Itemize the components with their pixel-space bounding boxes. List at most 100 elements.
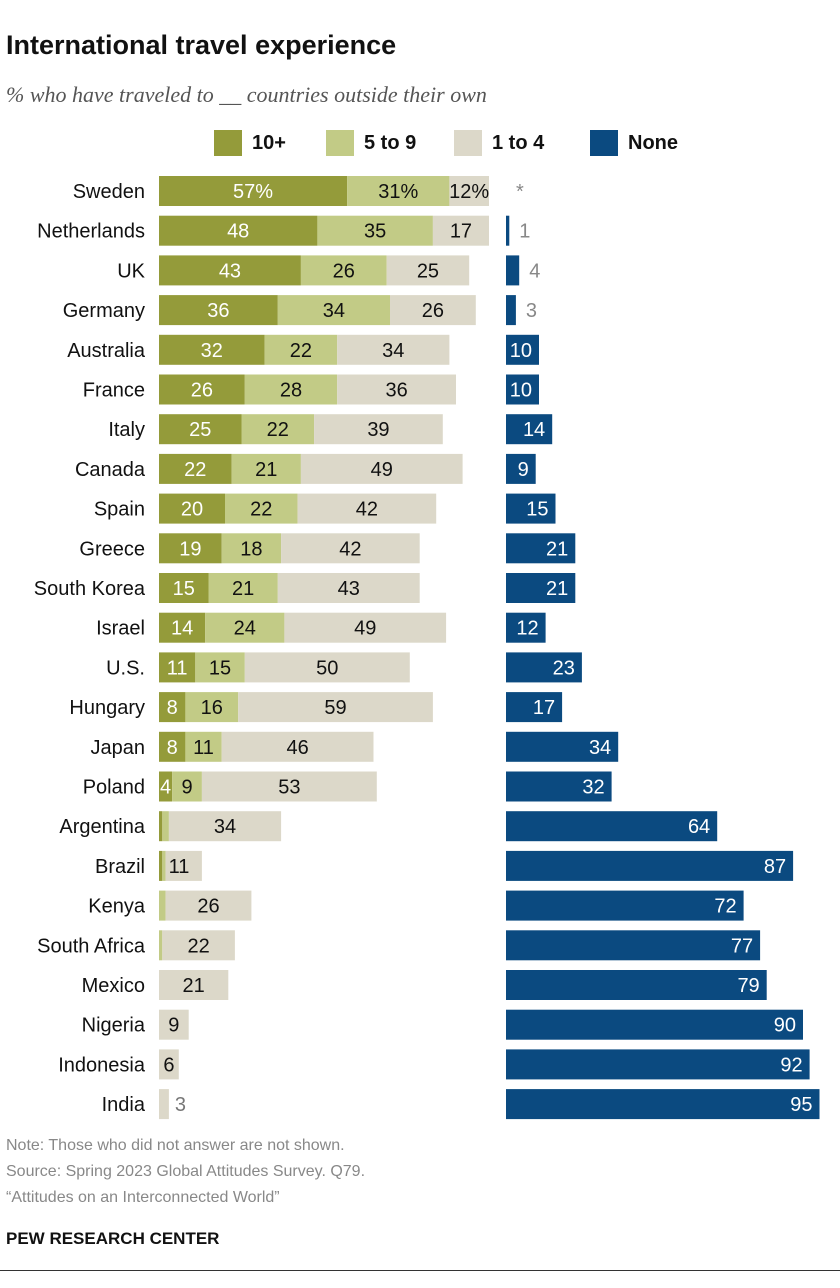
plot-area: Sweden 57% 31% 12% *Netherlands 48 35 17 1UK 43 26… — [34, 176, 820, 1120]
bar-1-to-4 — [159, 970, 229, 1000]
bar-1-to-4 — [284, 612, 447, 643]
bar-10plus — [159, 573, 209, 603]
category-label: South Korea — [34, 578, 146, 600]
data-label: 32 — [201, 340, 223, 362]
category-label: Italy — [108, 419, 145, 441]
bar-10plus — [159, 493, 225, 524]
report-title: “Attitudes on an Interconnected World” — [6, 1189, 280, 1206]
bar-5-to-9 — [277, 295, 390, 326]
data-label: 49 — [354, 618, 376, 640]
data-label: 15 — [209, 657, 231, 679]
category-label: Japan — [91, 737, 146, 759]
bar-1-to-4 — [159, 1089, 169, 1120]
bar-none — [506, 215, 510, 246]
bar-5-to-9 — [162, 850, 166, 881]
bar-10plus — [159, 692, 186, 723]
data-label: 12 — [516, 618, 538, 640]
data-label: 43 — [219, 260, 241, 282]
bar-10plus — [159, 176, 348, 206]
data-label: 16 — [201, 697, 223, 719]
data-label: 22 — [250, 499, 272, 521]
bar-1-to-4 — [300, 453, 463, 484]
chart-subtitle: % who have traveled to __ countries outs… — [6, 82, 487, 107]
data-label: 25 — [189, 419, 211, 441]
legend-label: None — [628, 131, 678, 154]
data-label: 8 — [167, 697, 178, 719]
data-label: 3 — [526, 300, 537, 322]
legend-swatch — [590, 130, 618, 156]
data-label: 21 — [255, 459, 277, 481]
bar-10plus — [159, 771, 173, 802]
bar-10plus — [159, 453, 232, 484]
bar-1-to-4 — [168, 811, 282, 842]
data-label: 28 — [280, 380, 302, 402]
data-label: 10 — [510, 380, 532, 402]
data-label: 90 — [774, 1015, 796, 1037]
data-label: 57% — [233, 181, 273, 203]
bar-none — [506, 573, 576, 603]
data-label: 25 — [417, 260, 439, 282]
data-label: 21 — [546, 538, 568, 560]
data-label: 48 — [227, 221, 249, 243]
data-label: 21 — [232, 578, 254, 600]
legend-item-5to9: 5 to 9 — [326, 130, 416, 156]
bar-none — [506, 295, 516, 326]
data-label: 17 — [450, 221, 472, 243]
bar-1-to-4 — [165, 890, 252, 921]
bar-10plus — [159, 295, 278, 326]
bar-10plus — [159, 334, 265, 365]
data-label: 23 — [553, 657, 575, 679]
bar-5-to-9 — [172, 771, 202, 802]
bar-5-to-9 — [317, 215, 433, 246]
bar-1-to-4 — [297, 493, 437, 524]
category-label: Mexico — [82, 975, 145, 997]
bar-10plus — [159, 374, 245, 405]
data-label: 22 — [290, 340, 312, 362]
data-label: 87 — [764, 856, 786, 878]
category-label: Spain — [94, 499, 145, 521]
data-label: 34 — [589, 737, 611, 759]
data-label: 22 — [184, 459, 206, 481]
data-label: 26 — [333, 260, 355, 282]
data-label: 18 — [240, 538, 262, 560]
bar-none — [506, 453, 536, 484]
data-label: 20 — [181, 499, 203, 521]
bar-1-to-4 — [201, 771, 377, 802]
category-label: Poland — [83, 777, 145, 799]
data-label: 8 — [167, 737, 178, 759]
data-label: 11 — [193, 737, 214, 759]
bar-1-to-4 — [337, 334, 450, 365]
legend-label: 1 to 4 — [492, 131, 545, 154]
bar-none — [506, 533, 576, 564]
bar-5-to-9 — [162, 811, 169, 842]
data-label: 9 — [168, 1015, 179, 1037]
data-label: 4 — [160, 777, 171, 799]
category-label: Canada — [75, 459, 146, 481]
bar-10plus — [159, 612, 206, 643]
data-label: 9 — [181, 777, 192, 799]
data-label: 6 — [163, 1054, 174, 1076]
data-label: 17 — [533, 697, 555, 719]
bar-none — [506, 1089, 820, 1120]
bar-10plus — [159, 533, 222, 564]
data-label: 53 — [278, 777, 300, 799]
bar-none — [506, 652, 582, 683]
data-label: 4 — [529, 260, 540, 282]
bar-1-to-4 — [159, 1049, 179, 1080]
data-label: 34 — [382, 340, 404, 362]
bar-10plus — [159, 811, 163, 842]
data-label: 43 — [338, 578, 360, 600]
bar-1-to-4 — [165, 850, 202, 881]
bar-1-to-4 — [390, 295, 476, 326]
category-label: Australia — [67, 340, 146, 362]
bar-1-to-4 — [386, 255, 470, 286]
bar-none — [506, 850, 794, 881]
bar-10plus — [159, 414, 242, 445]
category-label: Kenya — [88, 896, 146, 918]
data-label: 24 — [234, 618, 256, 640]
category-label: Greece — [79, 538, 145, 560]
bar-none — [506, 612, 546, 643]
bar-5-to-9 — [225, 493, 298, 524]
bar-none — [506, 890, 744, 921]
category-label: South Africa — [37, 935, 146, 957]
